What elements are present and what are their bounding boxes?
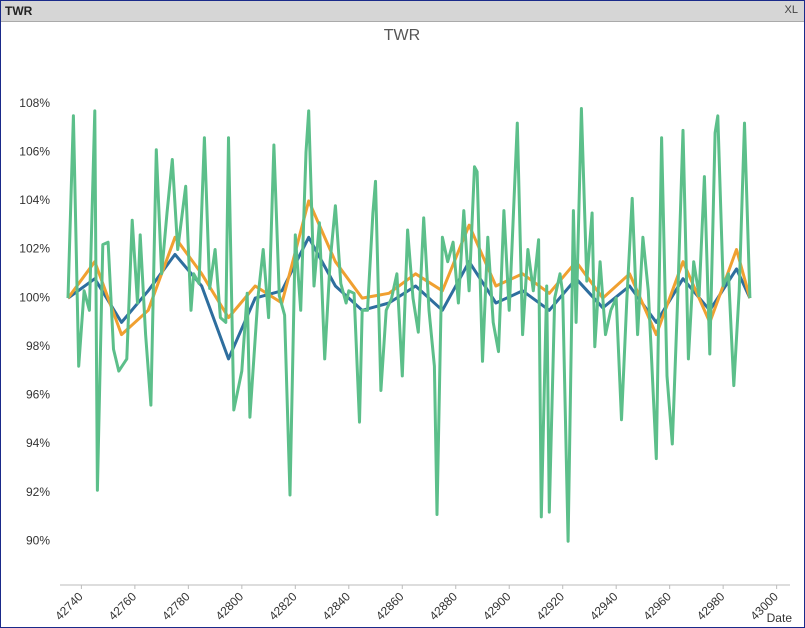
caption-title: TWR	[5, 4, 33, 18]
x-tick-label: 42800	[213, 589, 247, 623]
x-axis-label: Date	[767, 611, 793, 625]
excel-button[interactable]: XL	[784, 4, 798, 16]
x-tick-label: 42900	[480, 589, 514, 623]
y-tick-label: 94%	[26, 436, 50, 450]
y-tick-label: 102%	[19, 242, 50, 256]
x-tick-label: 42940	[587, 589, 621, 623]
y-tick-label: 108%	[19, 96, 50, 110]
x-tick-label: 42840	[320, 589, 354, 623]
series-line	[66, 199, 752, 337]
caption-bar: TWR XL	[1, 1, 804, 22]
x-tick-label: 42860	[373, 589, 407, 623]
y-tick-label: 90%	[26, 533, 50, 547]
x-tick-label: 42740	[52, 589, 86, 623]
x-tick-label: 42760	[106, 589, 140, 623]
chart-title: TWR	[384, 27, 420, 44]
y-tick-label: 104%	[19, 193, 50, 207]
y-tick-label: 100%	[19, 290, 50, 304]
x-tick-label: 42920	[534, 589, 568, 623]
y-tick-label: 106%	[19, 144, 50, 158]
x-tick-label: 42780	[159, 589, 193, 623]
series-line	[67, 235, 752, 361]
y-tick-label: 92%	[26, 485, 50, 499]
x-tick-label: 42960	[641, 589, 675, 623]
x-tick-label: 42820	[266, 589, 300, 623]
x-tick-label: 42980	[694, 589, 728, 623]
y-tick-label: 96%	[26, 388, 50, 402]
y-tick-label: 98%	[26, 339, 50, 353]
chart: TWR Date 90% 92% 94% 96% 98% 100% 102% 104% 106%…	[19, 27, 793, 625]
x-tick-label: 42880	[427, 589, 461, 623]
series-line	[66, 107, 752, 543]
